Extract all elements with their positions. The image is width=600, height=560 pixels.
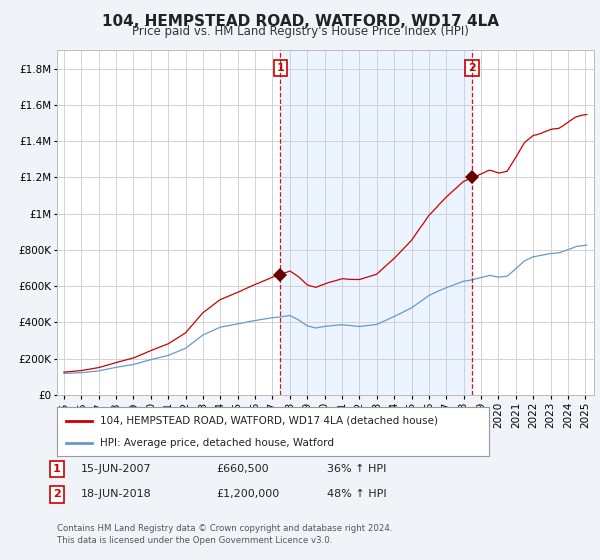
Text: 104, HEMPSTEAD ROAD, WATFORD, WD17 4LA: 104, HEMPSTEAD ROAD, WATFORD, WD17 4LA [101,14,499,29]
Text: 2: 2 [53,489,61,500]
Text: £660,500: £660,500 [216,464,269,474]
Text: 48% ↑ HPI: 48% ↑ HPI [327,489,386,500]
Text: 2: 2 [468,63,476,73]
Text: 1: 1 [277,63,284,73]
Text: Contains HM Land Registry data © Crown copyright and database right 2024.
This d: Contains HM Land Registry data © Crown c… [57,524,392,545]
Text: Price paid vs. HM Land Registry's House Price Index (HPI): Price paid vs. HM Land Registry's House … [131,25,469,38]
Bar [280,50,472,395]
Text: HPI: Average price, detached house, Watford: HPI: Average price, detached house, Watf… [100,437,334,447]
Text: 1: 1 [53,464,61,474]
Text: 15-JUN-2007: 15-JUN-2007 [81,464,152,474]
Text: 104, HEMPSTEAD ROAD, WATFORD, WD17 4LA (detached house): 104, HEMPSTEAD ROAD, WATFORD, WD17 4LA (… [100,416,438,426]
Text: 18-JUN-2018: 18-JUN-2018 [81,489,152,500]
Text: 36% ↑ HPI: 36% ↑ HPI [327,464,386,474]
Text: £1,200,000: £1,200,000 [216,489,279,500]
